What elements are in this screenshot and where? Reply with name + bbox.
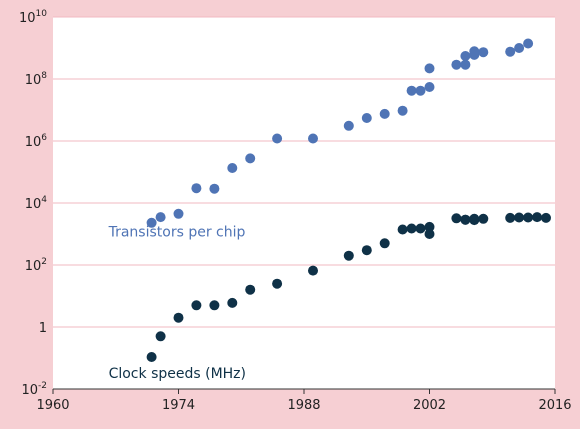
data-point-clock-speed <box>191 300 202 311</box>
data-point-clock-speed <box>460 214 471 225</box>
series-label-transistors: Transistors per chip <box>108 225 246 241</box>
data-point-transistors <box>424 82 435 92</box>
x-tick-label: 1988 <box>287 398 320 413</box>
x-tick-label: 1960 <box>36 398 69 413</box>
data-points <box>146 38 551 362</box>
data-point-clock-speed <box>505 212 516 223</box>
data-point-transistors <box>245 153 256 164</box>
data-point-clock-speed <box>514 212 525 223</box>
data-point-clock-speed <box>415 223 426 234</box>
data-point-clock-speed <box>379 238 390 249</box>
data-point-clock-speed <box>343 250 354 261</box>
data-point-transistors <box>343 120 354 131</box>
data-point-transistors <box>469 46 480 57</box>
data-point-clock-speed <box>451 213 462 224</box>
y-tick-exponent: -2 <box>38 381 47 391</box>
data-point-clock-speed <box>361 245 372 256</box>
data-point-clock-speed <box>155 331 166 342</box>
data-point-transistors <box>523 38 534 49</box>
data-point-transistors <box>505 46 516 57</box>
data-point-clock-speed <box>532 212 543 223</box>
data-point-transistors <box>514 43 525 53</box>
y-tick-label: 1 <box>39 321 47 336</box>
data-point-clock-speed <box>469 213 480 224</box>
data-point-transistors <box>308 133 318 144</box>
data-point-transistors <box>424 63 435 74</box>
data-point-clock-speed <box>523 212 534 223</box>
data-point-clock-speed <box>478 213 489 224</box>
y-tick-exponent: 10 <box>36 9 48 19</box>
data-point-clock-speed <box>397 224 408 235</box>
data-point-clock-speed <box>272 278 283 289</box>
data-point-clock-speed <box>406 223 417 234</box>
data-point-transistors <box>191 183 202 194</box>
y-tick-exponent: 2 <box>41 257 47 267</box>
data-point-transistors <box>272 133 283 144</box>
x-tick-label: 2016 <box>538 398 571 413</box>
y-tick-exponent: 4 <box>41 195 47 205</box>
data-point-clock-speed <box>245 284 256 295</box>
data-point-transistors <box>173 208 184 219</box>
data-point-transistors <box>155 212 166 223</box>
data-point-clock-speed <box>541 212 551 223</box>
data-point-clock-speed <box>308 265 318 276</box>
y-tick-exponent: 6 <box>41 133 47 143</box>
data-point-transistors <box>209 183 220 194</box>
data-point-clock-speed <box>424 229 435 239</box>
data-point-transistors <box>379 108 390 119</box>
data-point-clock-speed <box>227 297 238 308</box>
data-point-transistors <box>361 113 372 123</box>
data-point-transistors <box>460 59 471 70</box>
data-point-clock-speed <box>209 300 220 311</box>
data-point-transistors <box>478 47 489 58</box>
data-point-clock-speed <box>146 352 157 362</box>
x-tick-label: 1974 <box>162 398 195 413</box>
data-point-transistors <box>415 85 426 96</box>
data-point-transistors <box>397 105 408 116</box>
data-point-transistors <box>406 85 417 96</box>
data-point-transistors <box>146 217 157 228</box>
data-point-transistors <box>227 163 238 173</box>
data-point-clock-speed <box>173 312 184 323</box>
x-tick-label: 2002 <box>413 398 446 413</box>
y-tick-exponent: 8 <box>41 71 47 81</box>
data-point-transistors <box>451 59 462 70</box>
series-label-clock-speeds: Clock speeds (MHz) <box>109 366 246 382</box>
series-labels: Transistors per chip Clock speeds (MHz) <box>108 225 246 382</box>
data-point-transistors <box>460 51 471 61</box>
data-point-clock-speed <box>424 221 435 232</box>
